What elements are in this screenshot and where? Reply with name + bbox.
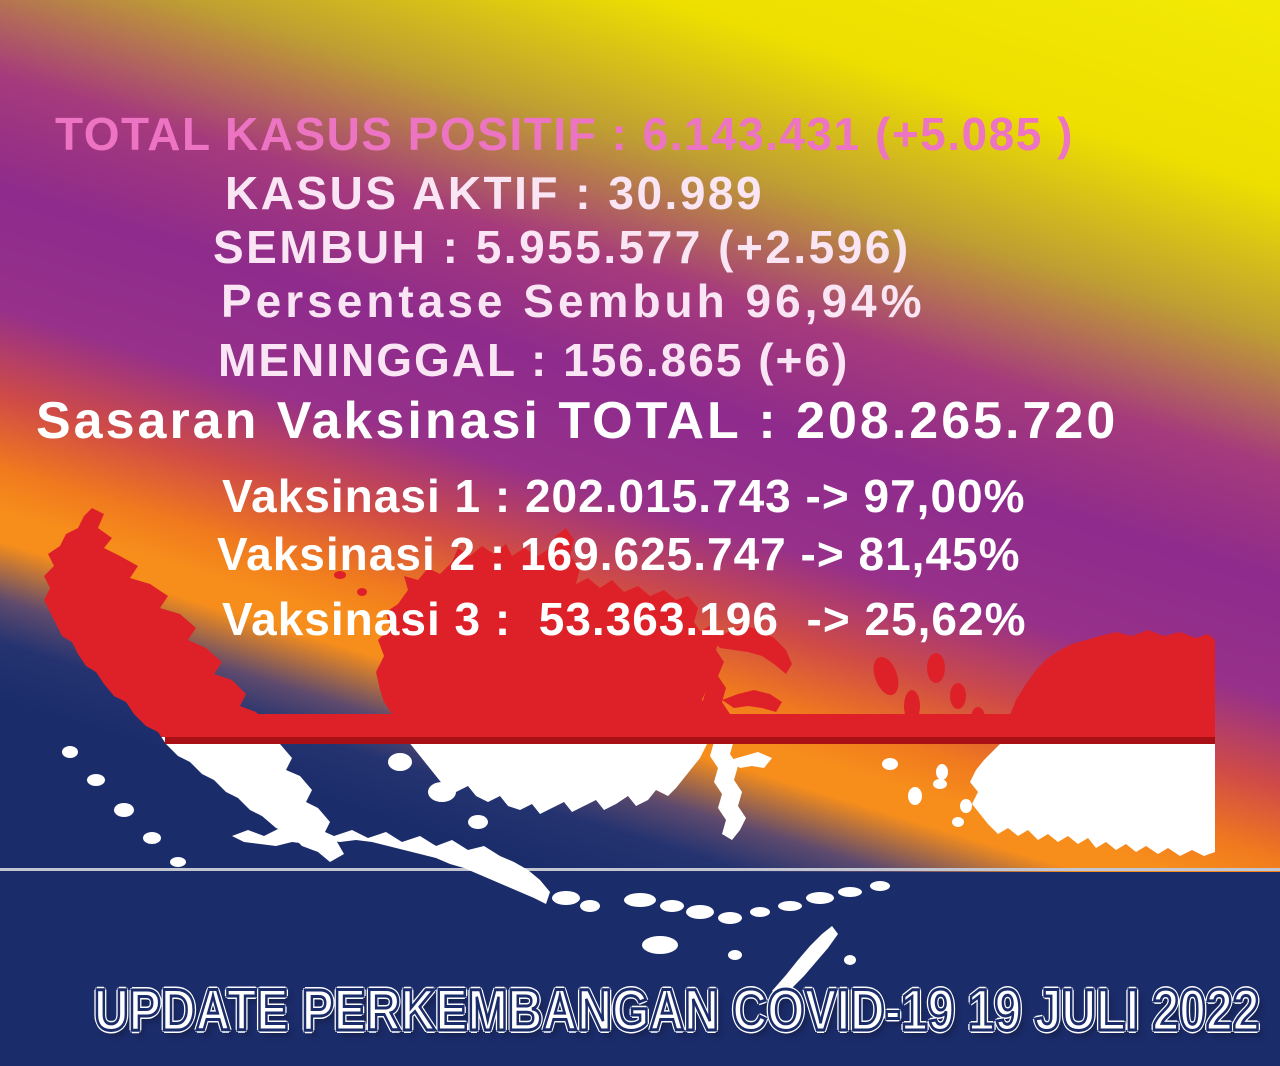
stat-meninggal: MENINGGAL : 156.865 (+6) <box>218 334 850 386</box>
stat-vaksinasi-3: Vaksinasi 3 : 53.363.196 -> 25,62% <box>222 593 1027 645</box>
flag-divider-line <box>165 737 1215 744</box>
stat-kasus-aktif: KASUS AKTIF : 30.989 <box>225 167 765 219</box>
stat-vaksinasi-1: Vaksinasi 1 : 202.015.743 -> 97,00% <box>222 470 1026 522</box>
horizontal-separator-line <box>0 868 1280 871</box>
stat-persentase-sembuh: Persentase Sembuh 96,94% <box>221 275 926 327</box>
flag-red-strip <box>165 714 1215 737</box>
stat-sasaran-vaksinasi-total: Sasaran Vaksinasi TOTAL : 208.265.720 <box>36 392 1119 450</box>
stat-vaksinasi-2: Vaksinasi 2 : 169.625.747 -> 81,45% <box>217 528 1021 580</box>
footer-update-text: UPDATE PERKEMBANGAN COVID-19 19 JULI 202… <box>93 978 1261 1043</box>
stat-total-kasus-positif: TOTAL KASUS POSITIF : 6.143.431 (+5.085 … <box>55 108 1074 160</box>
stat-sembuh: SEMBUH : 5.955.577 (+2.596) <box>213 221 911 273</box>
footer-update-banner: UPDATE PERKEMBANGAN COVID-19 19 JULI 202… <box>76 964 1280 1058</box>
